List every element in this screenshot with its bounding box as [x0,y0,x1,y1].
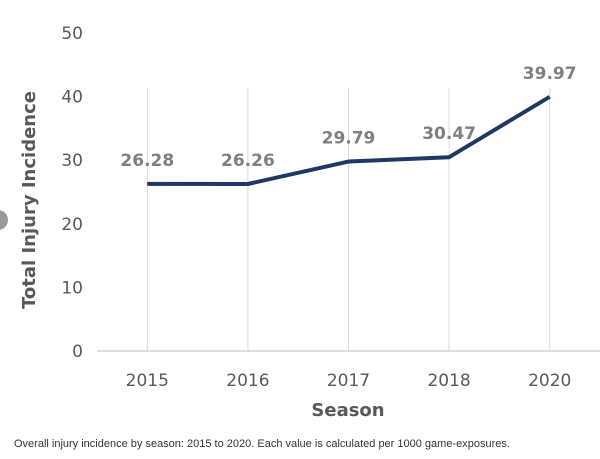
data-labels: 26.28 26.26 29.79 30.47 39.97 [120,64,576,171]
series-line [147,95,551,186]
data-label-2016: 26.26 [221,151,275,171]
y-axis-title: Total Injury Incidence [19,91,40,309]
y-tick-label: 30 [61,151,83,171]
gridlines [146,88,551,351]
x-axis-title: Season [311,400,384,421]
x-tick-label: 2016 [226,371,269,391]
y-tick-labels: 0 10 20 30 40 50 [61,24,83,362]
y-tick-label: 40 [61,88,83,108]
x-tick-label: 2020 [528,371,571,391]
x-tick-label: 2017 [327,371,370,391]
y-tick-label: 0 [72,342,83,362]
x-tick-labels: 2015 2016 2017 2018 2020 [126,371,572,391]
data-label-2015: 26.28 [120,151,174,171]
x-tick-label: 2018 [427,371,470,391]
data-label-2018: 30.47 [422,124,476,144]
y-tick-label: 20 [61,215,83,235]
figure-caption: Overall injury incidence by season: 2015… [14,438,510,450]
x-tick-label: 2015 [126,371,169,391]
y-tick-label: 50 [61,24,83,44]
data-label-2017: 29.79 [322,129,376,149]
data-label-2020: 39.97 [523,64,577,84]
side-handle-dot [0,210,8,230]
y-tick-label: 10 [61,278,83,298]
